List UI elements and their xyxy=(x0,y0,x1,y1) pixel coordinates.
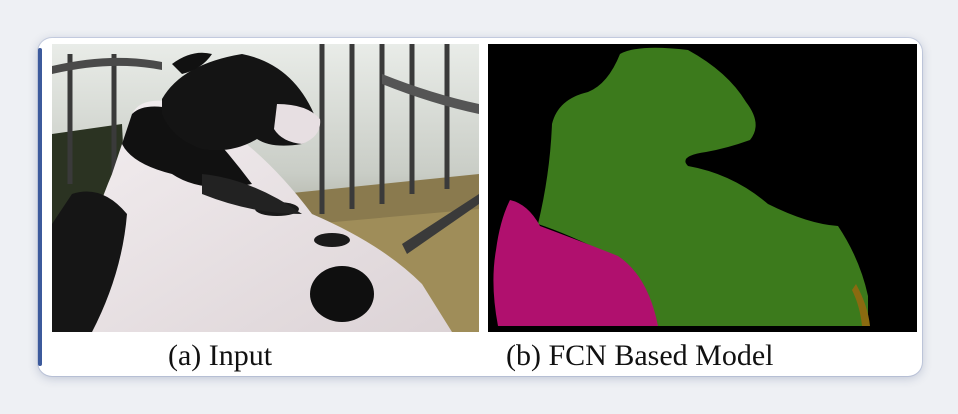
input-photo-panel xyxy=(52,44,479,332)
segment-body xyxy=(538,47,868,326)
caption-fcn-model: (b) FCN Based Model xyxy=(506,339,774,372)
segmentation-mask xyxy=(488,44,917,332)
cow-muzzle xyxy=(274,104,321,144)
segment-edge xyxy=(852,284,870,326)
cow-photo-image xyxy=(52,44,479,332)
segmentation-panel xyxy=(488,44,917,332)
left-edge-accent xyxy=(38,48,42,366)
segment-rear xyxy=(493,200,658,326)
metal-fence xyxy=(67,44,450,214)
caption-input: (a) Input xyxy=(168,339,273,372)
cow-black-patch xyxy=(122,106,252,188)
